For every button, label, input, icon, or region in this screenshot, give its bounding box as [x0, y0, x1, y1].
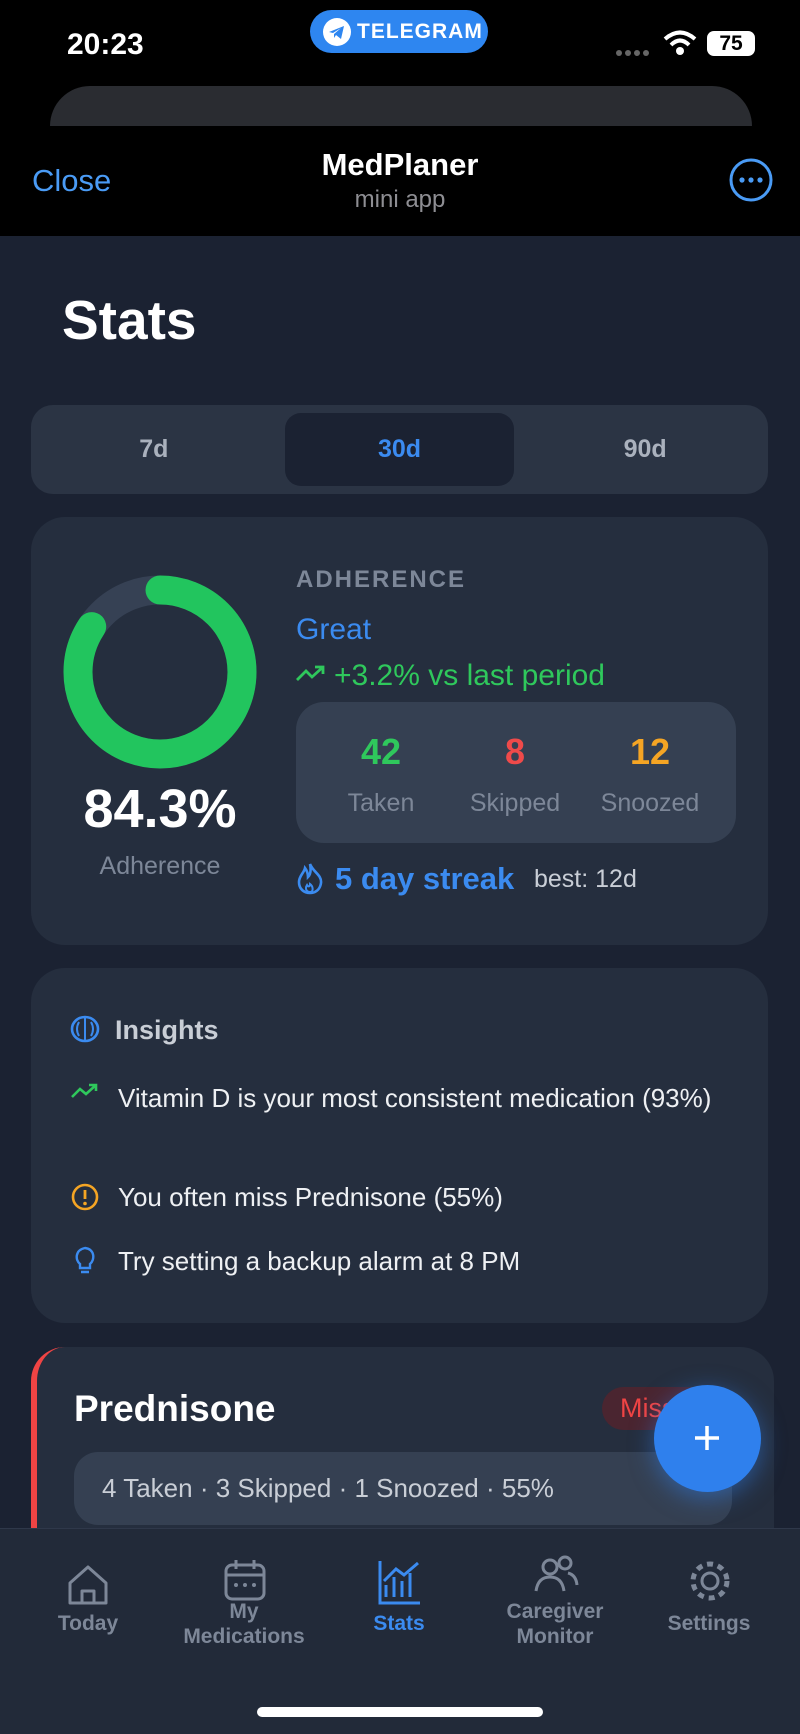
tab-label[interactable]: Stats: [373, 1612, 425, 1635]
adherence-rating: Great: [296, 613, 372, 646]
count-value: 12: [629, 731, 671, 772]
plus-icon: [695, 1426, 719, 1450]
count-value: 42: [360, 731, 402, 772]
status-time: 20:23: [67, 28, 144, 61]
period-tab[interactable]: 30d: [377, 435, 422, 463]
count-value: 8: [504, 731, 526, 772]
brain-icon: [70, 1015, 100, 1043]
count-label: Snoozed: [600, 789, 700, 817]
tab-label[interactable]: My Medications: [183, 1600, 305, 1648]
insight-text: Vitamin D is your most consistent medica…: [118, 1083, 712, 1113]
period-tab[interactable]: 7d: [139, 435, 169, 463]
adherence-percent: 84.3%: [83, 779, 237, 839]
bulb-icon: [75, 1246, 95, 1274]
period-selector: 7d 30d 90d: [31, 405, 768, 494]
adherence-trend: +3.2% vs last period: [334, 659, 605, 692]
telegram-icon: [323, 18, 351, 46]
medication-summary: 4 Taken · 3 Skipped · 1 Snoozed · 55%: [74, 1452, 732, 1525]
battery: 75: [707, 31, 755, 56]
home-indicator: [257, 1707, 543, 1717]
adherence-caption: Adherence: [99, 852, 221, 880]
streak: 5 day streak: [335, 861, 515, 896]
more-button[interactable]: [729, 158, 773, 202]
signal-icon: [616, 50, 649, 56]
tab-label[interactable]: Caregiver Monitor: [506, 1600, 604, 1648]
app-pill[interactable]: TELEGRAM: [310, 10, 488, 53]
counts-box: [296, 702, 736, 843]
count-label: Taken: [347, 789, 415, 817]
header-title: MedPlaner: [321, 147, 479, 182]
insights-title: Insights: [115, 1015, 219, 1045]
adherence-ring: [63, 575, 257, 769]
count-label: Skipped: [469, 789, 561, 817]
medication-name: Prednisone: [74, 1388, 276, 1429]
best-streak: best: 12d: [534, 865, 637, 893]
tab-icons: [68, 1555, 730, 1605]
insight-text: You often miss Prednisone (55%): [118, 1182, 503, 1212]
wifi-icon: [663, 30, 697, 55]
insight-text: Try setting a backup alarm at 8 PM: [118, 1246, 521, 1276]
tab-label[interactable]: Settings: [667, 1612, 751, 1635]
header-subtitle: mini app: [354, 186, 446, 213]
page-title: Stats: [62, 289, 197, 351]
warning-icon: [71, 1183, 99, 1211]
app-pill-label: TELEGRAM: [357, 20, 483, 43]
close-button[interactable]: Close: [32, 163, 112, 198]
insights-card: [31, 968, 768, 1323]
ring-arc: [63, 575, 257, 769]
sheet-hint: [50, 86, 752, 126]
period-selected-bg: [284, 413, 515, 486]
tab-label[interactable]: Today: [57, 1612, 119, 1635]
tab-bar: [0, 1528, 800, 1734]
insight-trend-icon: [71, 1083, 98, 1098]
add-button[interactable]: [654, 1385, 761, 1492]
adherence-heading: ADHERENCE: [296, 566, 467, 593]
trend-icon: [296, 665, 325, 681]
period-tab[interactable]: 90d: [623, 435, 667, 463]
flame-icon: [297, 863, 323, 895]
